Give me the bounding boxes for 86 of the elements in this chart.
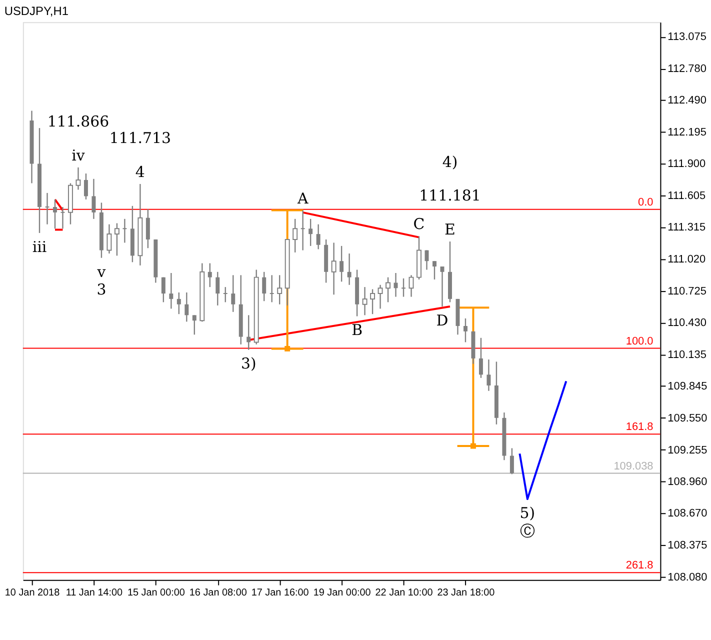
candlestick (362, 286, 368, 316)
x-tick-label: 11 Jan 14:00 (66, 587, 124, 598)
candlestick (53, 198, 57, 230)
x-tick-label: 23 Jan 18:00 (437, 587, 496, 598)
candlestick (478, 337, 483, 378)
candlestick (246, 314, 251, 350)
y-tick-label: 108.080 (668, 571, 708, 584)
annotation: 261.8 (626, 560, 654, 572)
x-tick-label: 10 Jan 2018 (4, 587, 60, 598)
candlestick (146, 208, 150, 249)
candlestick (463, 318, 468, 343)
candlestick (408, 274, 414, 298)
annotation: 161.8 (626, 421, 654, 434)
candlestick (292, 218, 298, 254)
y-tick-label: 109.550 (668, 412, 708, 424)
y-tick-label: 111.900 (668, 158, 706, 170)
candlestick (277, 274, 282, 305)
y-tick-label: 110.430 (668, 317, 706, 330)
candlestick (510, 448, 514, 475)
x-tick-label: 16 Jan 08:00 (189, 587, 248, 598)
annotation: v (96, 262, 106, 281)
candlestick (176, 292, 181, 315)
x-tick-label: 15 Jan 00:00 (127, 587, 186, 598)
annotation: C (413, 215, 425, 234)
candlestick (316, 224, 320, 250)
y-tick-label: 111.315 (668, 222, 706, 234)
annotation: 111.866 (47, 112, 110, 131)
candlestick (92, 178, 96, 220)
candlestick (432, 260, 436, 280)
annotation: iii (32, 238, 47, 256)
candlestick (386, 276, 391, 303)
annotation: 111.713 (109, 129, 172, 148)
line-series (518, 380, 568, 500)
ref-line-label: 109.038 (614, 460, 654, 472)
annotation: Ⓒ (520, 522, 535, 540)
x-tick-label: 22 Jan 10:00 (375, 587, 434, 598)
candlestick (231, 274, 236, 313)
candlestick (486, 358, 491, 392)
candlestick (76, 166, 81, 190)
annotation: 4) (442, 152, 458, 171)
annotation: iv (72, 146, 86, 164)
candlestick (114, 222, 120, 256)
candlestick (169, 272, 174, 310)
y-tick-label: 111.020 (668, 253, 706, 266)
annotation: B (352, 321, 363, 340)
y-tick-label: 108.375 (668, 539, 708, 552)
annotation: D (436, 311, 448, 330)
y-tick-label: 108.960 (668, 476, 708, 488)
candlestick (192, 314, 196, 336)
candlestick (347, 252, 352, 286)
y-tick-label: 112.195 (668, 126, 706, 138)
annotation: 5) (520, 504, 536, 522)
annotation: A (296, 189, 308, 208)
y-tick-label: 112.780 (668, 63, 706, 76)
candlestick (308, 218, 313, 247)
candlestick (378, 284, 383, 310)
y-tick-label: 110.725 (668, 285, 706, 298)
candlestick (161, 276, 166, 303)
candlestick (440, 266, 444, 308)
annotation: 100.0 (626, 335, 654, 348)
candlestick (84, 172, 88, 200)
annotation: 4 (135, 163, 145, 182)
y-tick-label: 113.075 (668, 31, 706, 44)
chart-title: USDJPY,H1 (4, 4, 69, 18)
annotation: 0.0 (638, 196, 654, 208)
candlestick (208, 262, 212, 288)
annotation: 111.181 (419, 186, 481, 205)
x-tick-label: 17 Jan 16:00 (251, 587, 310, 598)
candlestick (184, 292, 189, 322)
candlestick (394, 272, 398, 298)
annotation: E (444, 220, 456, 239)
y-tick-label: 112.490 (668, 94, 706, 106)
y-tick-label: 110.135 (668, 349, 706, 362)
y-tick-label: 109.845 (668, 380, 708, 392)
candlestick (331, 242, 336, 296)
candlestick (262, 271, 266, 302)
candlestick (340, 245, 344, 282)
x-tick-label: 19 Jan 00:00 (313, 587, 372, 598)
annotation: 3) (240, 354, 256, 373)
y-tick-label: 109.255 (668, 444, 708, 456)
candlestick (106, 224, 112, 254)
candlestick (370, 288, 376, 315)
y-tick-label: 108.670 (668, 508, 708, 520)
y-tick-label: 111.605 (668, 190, 706, 202)
annotation: 3 (96, 280, 106, 299)
candlestick (216, 271, 220, 306)
